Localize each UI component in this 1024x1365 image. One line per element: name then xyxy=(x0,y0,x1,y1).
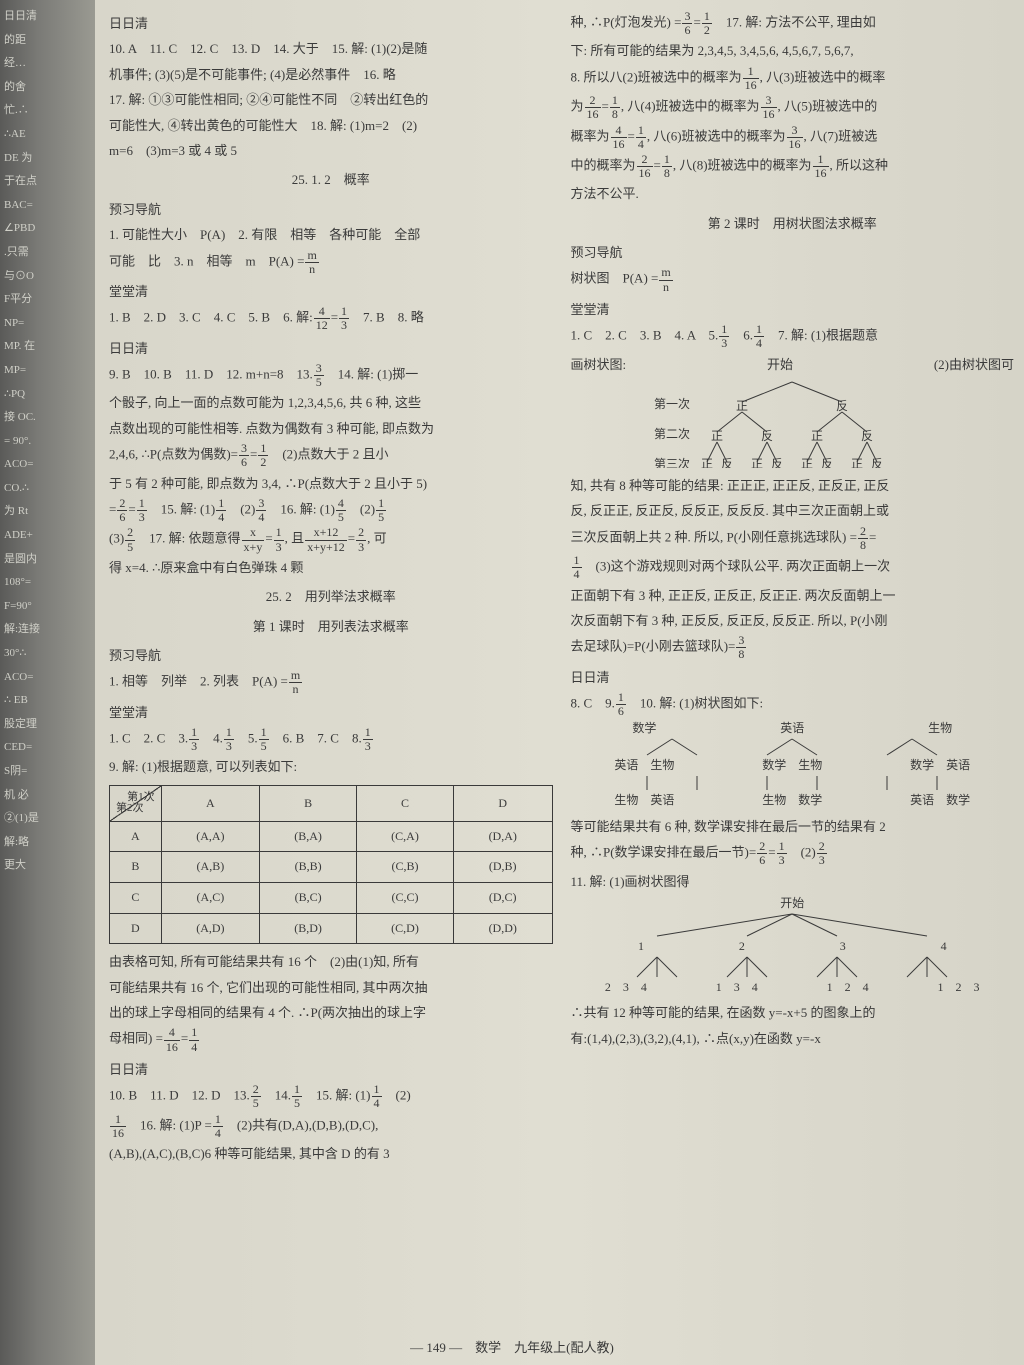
text: 方法不公平. xyxy=(571,182,1015,205)
text: 概率为416=14, 八(6)班被选中的概率为316, 八(7)班被选 xyxy=(571,124,1015,151)
table-header: C xyxy=(357,785,454,821)
svg-text:第二次: 第二次 xyxy=(654,427,690,441)
text: 个骰子, 向上一面的点数可能为 1,2,3,4,5,6, 共 6 种, 这些 xyxy=(109,391,553,414)
text: 反, 反正正, 反正反, 反反正, 反反反. 其中三次正面朝上或 xyxy=(571,499,1015,522)
text: 可能结果共有 16 个, 它们出现的可能性相同, 其中两次抽 xyxy=(109,976,553,999)
subheading: 日日清 xyxy=(571,666,1015,689)
section-heading: 第 2 课时 用树状图法求概率 xyxy=(571,212,1015,235)
text: 8. 所以八(2)班被选中的概率为116, 八(3)班被选中的概率 xyxy=(571,65,1015,92)
text: 点数出现的可能性相等. 点数为偶数有 3 种可能, 即点数为 xyxy=(109,417,553,440)
text: 11. 解: (1)画树状图得 xyxy=(571,870,1015,893)
text: 机事件; (3)(5)是不可能事件; (4)是必然事件 16. 略 xyxy=(109,63,553,86)
text: 可能性大, ④转出黄色的可能性大 18. 解: (1)m=2 (2) xyxy=(109,114,553,137)
subheading: 日日清 xyxy=(109,1058,553,1081)
text: 10. A 11. C 12. C 13. D 14. 大于 15. 解: (1… xyxy=(109,37,553,60)
subject-tree-diagram: 数学英语生物 英语 生物数学 生物数学 英语 生物 英语生物 数学英语 数学 xyxy=(571,720,1015,808)
text: 可能 比 3. n 相等 m P(A) =mn xyxy=(109,249,553,276)
subheading: 堂堂清 xyxy=(109,701,553,724)
svg-text:第一次: 第一次 xyxy=(654,397,690,411)
text: 树状图 P(A) =mn xyxy=(571,266,1015,293)
text: 得 x=4. ∴原来盒中有白色弹珠 4 颗 xyxy=(109,556,553,579)
text: 次反面朝下有 3 种, 正反反, 反正反, 反反正. 所以, P(小刚 xyxy=(571,609,1015,632)
svg-text:反: 反 xyxy=(836,399,848,413)
page-content: 日日清 10. A 11. C 12. C 13. D 14. 大于 15. 解… xyxy=(95,0,1024,1365)
text: 1. C 2. C 3.13 4.13 5.15 6. B 7. C 8.13 xyxy=(109,726,553,753)
text: 下: 所有可能的结果为 2,3,4,5, 3,4,5,6, 4,5,6,7, 5… xyxy=(571,39,1015,62)
subheading: 预习导航 xyxy=(571,241,1015,264)
svg-text:第三次: 第三次 xyxy=(654,457,690,468)
text: 17. 解: ①③可能性相同; ②④可能性不同 ②转出红色的 xyxy=(109,88,553,111)
text: 等可能结果共有 6 种, 数学课安排在最后一节的结果有 2 xyxy=(571,815,1015,838)
section-heading: 25. 2 用列举法求概率 xyxy=(109,585,553,608)
text: 三次反面朝上共 2 种. 所以, P(小刚任意挑选球队) =28= xyxy=(571,525,1015,552)
text: 9. 解: (1)根据题意, 可以列表如下: xyxy=(109,755,553,778)
text: 1. B 2. D 3. C 4. C 5. B 6. 解:412=13 7. … xyxy=(109,305,553,332)
svg-text:正: 正 xyxy=(701,457,713,468)
text: ∴共有 12 种等可能的结果, 在函数 y=-x+5 的图象上的 xyxy=(571,1001,1015,1024)
text: 出的球上字母相同的结果有 4 个. ∴P(两次抽出的球上字 xyxy=(109,1001,553,1024)
subheading: 预习导航 xyxy=(109,198,553,221)
section-heading: 25. 1. 2 概率 xyxy=(109,168,553,191)
text: 于 5 有 2 种可能, 即点数为 3,4, ∴P(点数大于 2 且小于 5) xyxy=(109,472,553,495)
text: (3)25 17. 解: 依题意得xx+y=13, 且x+12x+y+12=23… xyxy=(109,526,553,553)
text: 1. 可能性大小 P(A) 2. 有限 相等 各种可能 全部 xyxy=(109,223,553,246)
svg-text:反: 反 xyxy=(721,457,733,468)
text: 种, ∴P(数学课安排在最后一节)=26=13 (2)23 xyxy=(571,840,1015,867)
left-column: 日日清 10. A 11. C 12. C 13. D 14. 大于 15. 解… xyxy=(109,8,553,1357)
right-column: 种, ∴P(灯泡发光) =36=12 17. 解: 方法不公平, 理由如 下: … xyxy=(571,8,1015,1357)
text: m=6 (3)m=3 或 4 或 5 xyxy=(109,139,553,162)
text: 14 (3)这个游戏规则对两个球队公平. 两次正面朝上一次 xyxy=(571,554,1015,581)
page-footer: — 149 — 数学 九年级上(配人教) xyxy=(0,1336,1024,1359)
text: 1. 相等 列举 2. 列表 P(A) =mn xyxy=(109,669,553,696)
subheading: 堂堂清 xyxy=(109,280,553,303)
subheading: 堂堂清 xyxy=(571,298,1015,321)
text: 母相同) =416=14 xyxy=(109,1026,553,1053)
text: 有:(1,4),(2,3),(3,2),(4,1), ∴点(x,y)在函数 y=… xyxy=(571,1027,1015,1050)
svg-text:反: 反 xyxy=(761,429,773,443)
svg-text:正: 正 xyxy=(851,457,863,468)
svg-text:反: 反 xyxy=(871,457,883,468)
text: 2,4,6, ∴P(点数为偶数)=36=12 (2)点数大于 2 且小 xyxy=(109,442,553,469)
svg-text:正: 正 xyxy=(736,399,748,413)
text: 116 16. 解: (1)P =14 (2)共有(D,A),(D,B),(D,… xyxy=(109,1113,553,1140)
table-header: A xyxy=(161,785,259,821)
text: 10. B 11. D 12. D 13.25 14.15 15. 解: (1)… xyxy=(109,1083,553,1110)
svg-text:正: 正 xyxy=(811,429,823,443)
svg-text:反: 反 xyxy=(821,457,833,468)
text: 种, ∴P(灯泡发光) =36=12 17. 解: 方法不公平, 理由如 xyxy=(571,10,1015,37)
svg-text:正: 正 xyxy=(751,457,763,468)
text: 9. B 10. B 11. D 12. m+n=8 13.35 14. 解: … xyxy=(109,362,553,389)
text: 中的概率为216=18, 八(8)班被选中的概率为116, 所以这种 xyxy=(571,153,1015,180)
svg-text:正: 正 xyxy=(711,429,723,443)
number-tree-diagram: 开始 1234 2 3 41 3 41 2 41 2 3 xyxy=(571,895,1015,995)
text: 为216=18, 八(4)班被选中的概率为316, 八(5)班被选中的 xyxy=(571,94,1015,121)
text: =26=13 15. 解: (1)14 (2)34 16. 解: (1)45 (… xyxy=(109,497,553,524)
text: 画树状图:开始(2)由树状图可 xyxy=(571,353,1015,376)
table-corner: 第1次第2次 xyxy=(110,785,162,821)
subheading: 预习导航 xyxy=(109,644,553,667)
svg-text:正: 正 xyxy=(801,457,813,468)
text: 1. C 2. C 3. B 4. A 5.13 6.14 7. 解: (1)根… xyxy=(571,323,1015,350)
text: 去足球队)=P(小刚去篮球队)=38 xyxy=(571,634,1015,661)
text: 8. C 9.16 10. 解: (1)树状图如下: xyxy=(571,691,1015,718)
book-spine: 日日清的距经…的舍忙.∴∴AEDE 为于在点BAC=∠PBD.只需与⊙OF平分N… xyxy=(0,0,95,1365)
svg-text:反: 反 xyxy=(861,429,873,443)
coin-tree-diagram: 第一次正反 第二次正反正反 第三次正反正反正反正反 xyxy=(571,378,1015,468)
svg-text:反: 反 xyxy=(771,457,783,468)
text: 知, 共有 8 种等可能的结果: 正正正, 正正反, 正反正, 正反 xyxy=(571,474,1015,497)
probability-table: 第1次第2次 A B C D A(A,A)(B,A)(C,A)(D,A) B(A… xyxy=(109,785,553,944)
table-header: B xyxy=(260,785,357,821)
section-heading: 第 1 课时 用列表法求概率 xyxy=(109,615,553,638)
text: (A,B),(A,C),(B,C)6 种等可能结果, 其中含 D 的有 3 xyxy=(109,1142,553,1165)
heading-rrq: 日日清 xyxy=(109,12,553,35)
table-header: D xyxy=(453,785,552,821)
text: 正面朝下有 3 种, 正正反, 正反正, 反正正. 两次反面朝上一 xyxy=(571,584,1015,607)
subheading: 日日清 xyxy=(109,337,553,360)
text: 由表格可知, 所有可能结果共有 16 个 (2)由(1)知, 所有 xyxy=(109,950,553,973)
